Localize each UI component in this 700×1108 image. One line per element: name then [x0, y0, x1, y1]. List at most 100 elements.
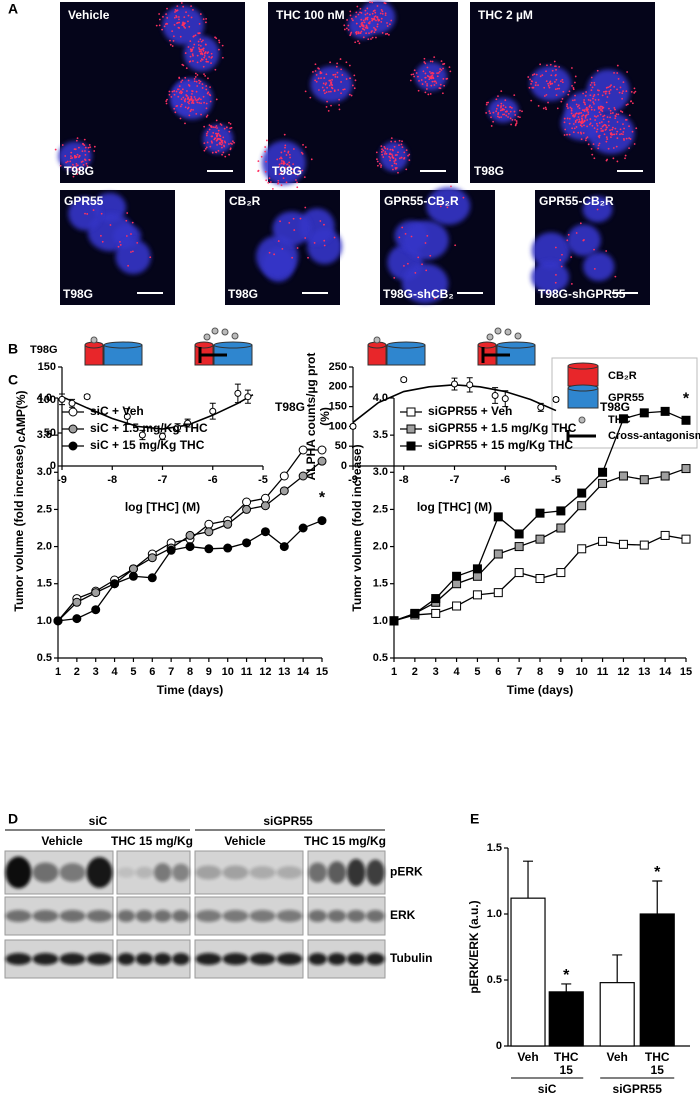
- x-tick-label: 2: [74, 666, 80, 678]
- puncta: [572, 123, 575, 125]
- puncta: [84, 146, 87, 149]
- puncta: [621, 111, 624, 113]
- data-point: [317, 445, 327, 455]
- puncta: [409, 79, 412, 82]
- puncta: [424, 91, 427, 94]
- puncta: [341, 74, 344, 76]
- puncta: [176, 21, 179, 24]
- puncta: [192, 102, 195, 104]
- puncta: [356, 5, 359, 8]
- puncta: [302, 143, 304, 146]
- puncta: [265, 160, 267, 163]
- puncta: [575, 126, 578, 128]
- data-point: [242, 538, 252, 548]
- puncta: [573, 115, 576, 118]
- puncta: [217, 149, 220, 152]
- puncta: [424, 242, 427, 244]
- data-point: [452, 579, 462, 589]
- cell-line-label: T98G: [474, 164, 504, 178]
- puncta: [280, 162, 283, 165]
- puncta: [615, 133, 618, 135]
- puncta: [424, 81, 427, 83]
- puncta: [265, 179, 268, 182]
- puncta: [188, 25, 191, 28]
- blot-band: [366, 953, 385, 965]
- puncta: [54, 148, 57, 151]
- puncta: [609, 129, 611, 132]
- puncta: [605, 86, 608, 89]
- puncta: [426, 84, 429, 87]
- micrograph-label: Vehicle: [68, 8, 110, 22]
- puncta: [340, 68, 343, 71]
- puncta: [276, 158, 279, 161]
- blot-band: [117, 867, 135, 878]
- puncta: [533, 73, 536, 75]
- blot-band: [5, 953, 32, 965]
- puncta: [196, 98, 199, 101]
- puncta: [197, 40, 200, 43]
- puncta: [394, 159, 397, 162]
- puncta: [580, 132, 583, 135]
- puncta: [340, 81, 342, 83]
- blot-treatment: THC 15 mg/Kg: [111, 834, 193, 848]
- puncta: [566, 133, 568, 136]
- data-point: [260, 527, 270, 537]
- puncta: [507, 116, 509, 118]
- blot-band: [32, 910, 59, 922]
- puncta: [394, 140, 397, 143]
- blot-group: siGPR55: [263, 814, 313, 828]
- puncta: [75, 172, 78, 175]
- puncta: [196, 61, 199, 64]
- puncta: [89, 146, 92, 148]
- puncta: [397, 151, 399, 154]
- puncta: [587, 113, 590, 116]
- puncta: [136, 241, 139, 244]
- puncta: [547, 82, 549, 85]
- puncta: [605, 101, 608, 104]
- puncta: [547, 84, 550, 87]
- puncta: [205, 132, 208, 135]
- micrograph-label: CB₂R: [229, 194, 261, 208]
- puncta: [509, 110, 512, 113]
- cell-line-label: T98G: [64, 164, 94, 178]
- puncta: [348, 93, 351, 96]
- puncta: [388, 23, 391, 26]
- puncta: [612, 147, 615, 149]
- puncta: [199, 60, 202, 62]
- puncta: [626, 103, 629, 106]
- blot-treatment: Vehicle: [224, 834, 266, 848]
- x-tick-label: -9: [348, 474, 358, 486]
- puncta: [633, 143, 636, 145]
- puncta: [187, 14, 190, 17]
- puncta: [614, 108, 616, 111]
- puncta: [75, 162, 78, 165]
- puncta: [583, 109, 586, 112]
- puncta: [127, 264, 130, 267]
- puncta: [574, 81, 576, 84]
- cross-antagonism: [481, 347, 510, 363]
- y-tick-label: 0.5: [373, 652, 388, 664]
- puncta: [362, 19, 365, 22]
- puncta: [529, 78, 531, 81]
- x-tick-label: 2: [412, 666, 418, 678]
- puncta: [572, 131, 575, 134]
- puncta: [264, 170, 267, 173]
- x-tick-label: 15: [560, 1063, 574, 1077]
- data-point: [660, 530, 670, 540]
- puncta: [507, 112, 510, 115]
- puncta: [620, 132, 623, 135]
- puncta: [355, 33, 358, 35]
- puncta: [561, 253, 563, 256]
- puncta: [222, 151, 225, 154]
- puncta: [198, 50, 201, 53]
- puncta: [100, 234, 102, 237]
- puncta: [81, 160, 84, 163]
- puncta: [398, 236, 401, 239]
- puncta: [403, 156, 406, 159]
- blot-band: [117, 910, 135, 922]
- puncta: [595, 122, 598, 125]
- data-point: [138, 431, 146, 439]
- puncta: [191, 48, 194, 51]
- puncta: [547, 101, 549, 104]
